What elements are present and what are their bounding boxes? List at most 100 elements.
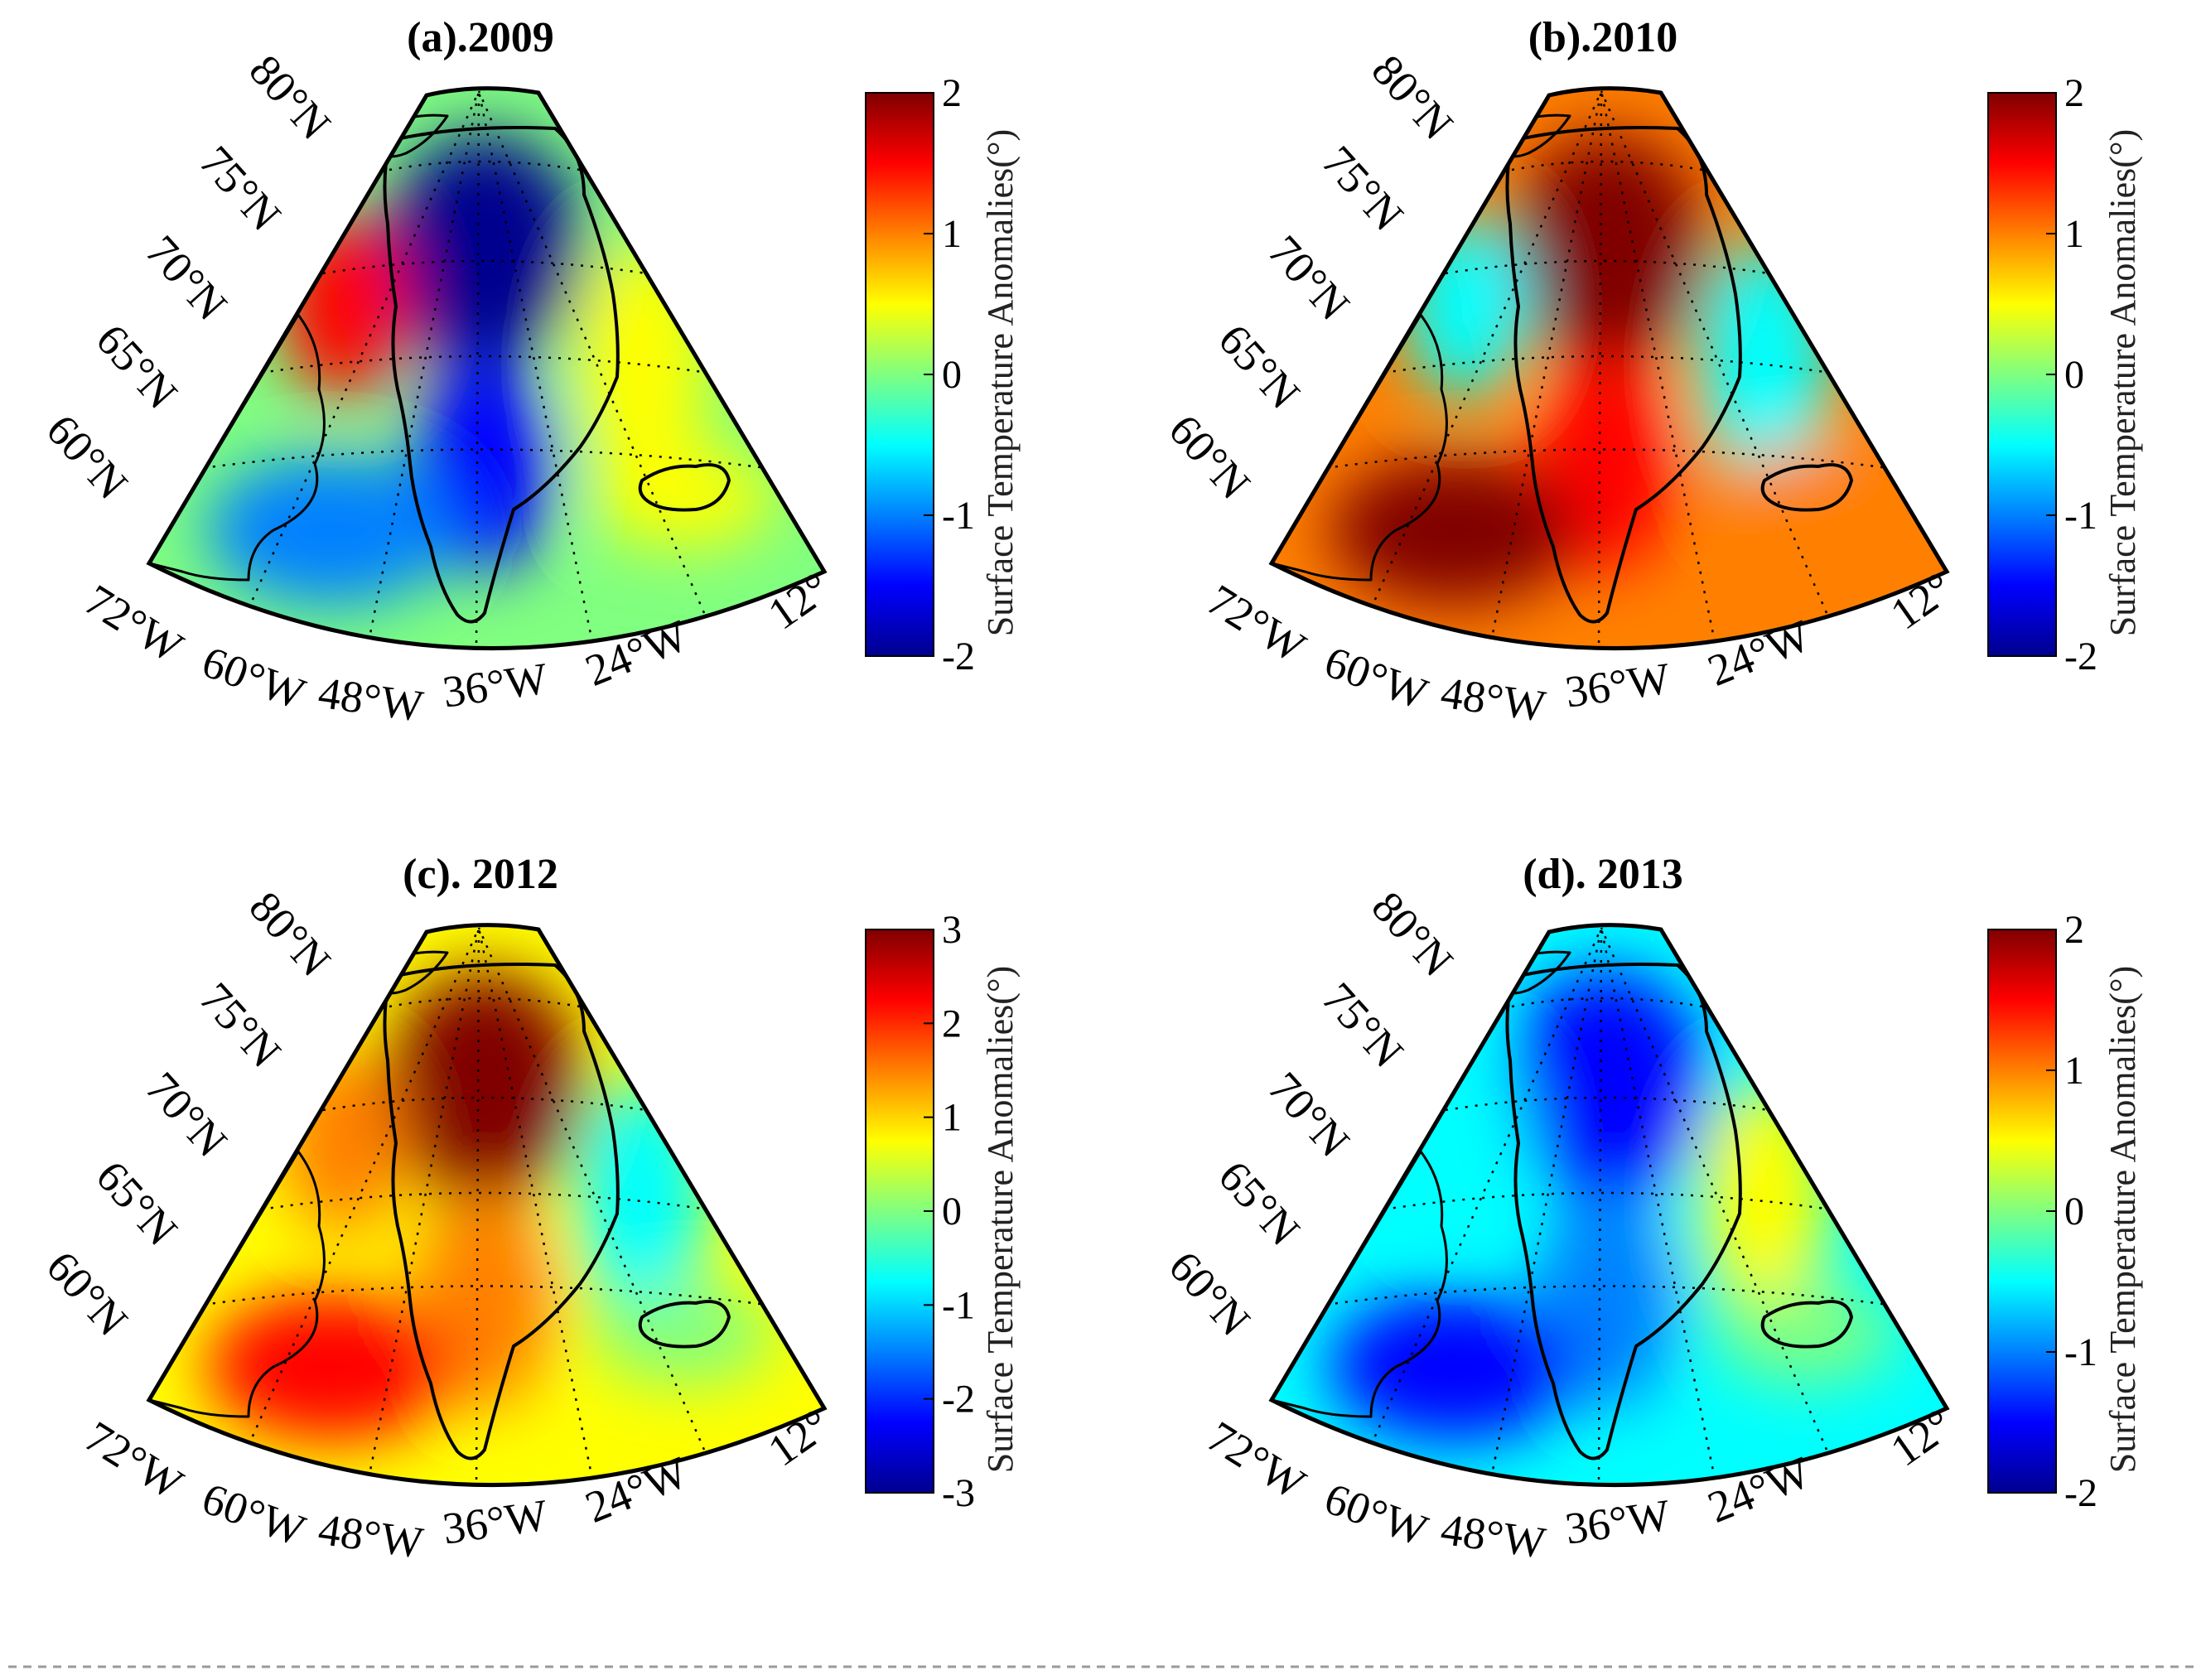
latitude-label: 80°N: [1362, 882, 1462, 986]
longitude-label: 36°W: [1562, 1490, 1673, 1554]
anomaly-region-labrador: [207, 456, 456, 605]
colorbar-tick-label: -1: [942, 1283, 975, 1327]
colorbar-tick-label: -1: [2064, 1330, 2097, 1374]
latitude-label: 70°N: [136, 1063, 236, 1166]
latitude-label: 70°N: [1258, 1063, 1359, 1166]
meridian-line: [367, 927, 480, 1480]
latitude-label: 80°N: [239, 882, 340, 986]
graticule: [202, 927, 767, 1485]
colorbar-tick-label: -1: [942, 494, 975, 538]
longitude-label: 48°W: [316, 1504, 427, 1568]
anomaly-region-icesheet-north: [1508, 133, 1706, 364]
parallel-line: [260, 1191, 709, 1211]
longitude-label: 60°W: [1318, 1473, 1433, 1556]
greenland-coastline: [1505, 963, 1742, 1460]
colorbar: [865, 92, 934, 657]
longitude-label: 48°W: [1438, 1504, 1549, 1568]
iceland-coastline: [1760, 463, 1853, 512]
anomaly-field: [1272, 924, 1947, 1485]
anomaly-region-icesheet-north: [1508, 969, 1706, 1201]
longitude-label: 36°W: [440, 654, 551, 717]
latitude-label: 60°N: [1159, 405, 1259, 509]
parallel-line: [322, 259, 647, 275]
colorbar-tick-label: 3: [942, 908, 962, 952]
latitude-label: 65°N: [1209, 1151, 1309, 1255]
panel-title: (b).2010: [1528, 14, 1678, 61]
parallel-line: [1383, 1191, 1832, 1211]
meridian-line: [1600, 927, 1716, 1480]
latitude-label: 65°N: [1209, 315, 1309, 418]
longitude-label: 48°W: [1438, 668, 1549, 731]
latitude-label: 80°N: [239, 46, 340, 149]
colorbar-tick-label: -2: [942, 635, 975, 678]
anomaly-region-icesheet-north: [385, 969, 584, 1201]
colorbar-tick-label: -2: [942, 1378, 975, 1422]
longitude-label: 36°W: [440, 1490, 551, 1554]
parallel-line: [202, 1285, 767, 1306]
parallel-line: [322, 1096, 647, 1112]
colorbar-tick-label: 1: [2064, 212, 2084, 256]
colorbar-tick-label: -1: [2064, 494, 2097, 538]
map-panel: (b).2010 80°N75°N70°N65°N60°N 72°W60°W 48°W…: [1159, 14, 2143, 731]
canada-coastline: [149, 313, 326, 582]
meridian-line: [1597, 90, 1603, 649]
latitude-label: 75°N: [1312, 137, 1412, 240]
anomaly-region-labrador: [207, 1292, 456, 1441]
panel-title: (a).2009: [407, 14, 554, 61]
iceland-coastline: [1760, 1300, 1853, 1349]
anomaly-region-iceland: [592, 1284, 775, 1383]
latitude-label: 60°N: [36, 405, 137, 509]
meridian-line: [477, 927, 594, 1480]
colorbar-tick-label: -3: [942, 1471, 975, 1515]
latitude-label: 75°N: [190, 137, 290, 240]
colorbar-tick-label: 2: [942, 71, 962, 115]
iceland-coastline: [638, 463, 731, 512]
colorbar-tick-label: -2: [2064, 635, 2097, 678]
colorbar-label: Surface Temperature Anomalies(°): [2102, 129, 2143, 636]
meridian-line: [1489, 90, 1603, 643]
parallel-line: [202, 448, 767, 470]
meridian-line: [1597, 927, 1603, 1485]
colorbar-tick-label: 1: [942, 212, 962, 256]
parallel-line: [1325, 1285, 1890, 1306]
greenland-coastline: [383, 126, 620, 624]
meridian-line: [477, 90, 594, 643]
graticule: [1325, 927, 1890, 1485]
map-panel: (d). 2013 80°N75°N70°N65°N60°N 72°W60°W 48°…: [1159, 851, 2143, 1568]
latitude-label: 65°N: [86, 1151, 186, 1255]
latitude-label: 65°N: [86, 315, 186, 418]
latitude-label: 70°N: [136, 226, 236, 330]
colorbar-tick-label: 0: [2064, 353, 2084, 397]
meridian-line: [475, 90, 480, 649]
longitude-label: 36°W: [1562, 654, 1673, 717]
meridian-line: [475, 927, 480, 1485]
map-frame: [146, 923, 828, 1487]
meridian-line: [1489, 927, 1603, 1480]
colorbar: [1987, 929, 2057, 1494]
latitude-label: 75°N: [1312, 973, 1412, 1077]
map-panel: (a).2009 80°N75°N70°N65°N60°N 72°W60°W 48°W…: [36, 14, 1021, 731]
colorbar-tick-label: 2: [2064, 71, 2084, 115]
parallel-line: [1445, 259, 1769, 275]
latitude-label: 60°N: [1159, 1242, 1259, 1345]
latitude-label: 60°N: [36, 1242, 137, 1345]
colorbar: [865, 929, 934, 1494]
longitude-label: 60°W: [195, 636, 311, 719]
latitude-label: 80°N: [1362, 46, 1462, 149]
parallel-line: [260, 355, 709, 374]
colorbar-tick-label: 0: [942, 353, 962, 397]
iceland-coastline: [638, 1300, 731, 1349]
greenland-coastline: [1505, 126, 1742, 624]
coastlines: [1272, 950, 1853, 1460]
canada-coastline: [1272, 313, 1448, 582]
anomaly-region-labrador: [1330, 1292, 1578, 1441]
anomaly-region-icesheet-north: [385, 133, 584, 364]
coastlines: [149, 113, 731, 624]
parallel-line: [1445, 1096, 1769, 1112]
colorbar-label: Surface Temperature Anomalies(°): [980, 966, 1021, 1473]
map-panel: (c). 2012 80°N75°N70°N65°N60°N 72°W60°W 48°…: [36, 851, 1021, 1568]
colorbar-tick-label: 1: [942, 1096, 962, 1140]
panel-title: (d). 2013: [1523, 851, 1683, 898]
